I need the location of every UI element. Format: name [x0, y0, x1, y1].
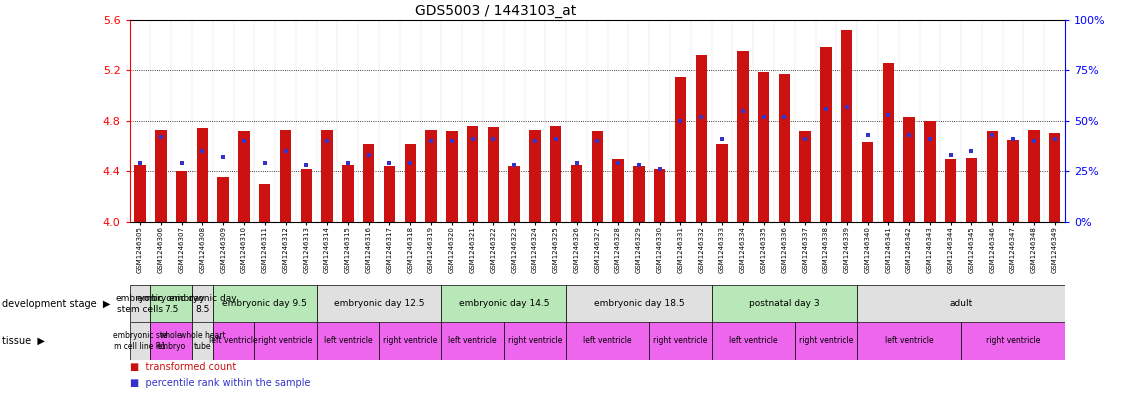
Bar — [259, 184, 270, 222]
Bar — [841, 30, 852, 222]
Bar — [130, 285, 150, 322]
Bar — [442, 285, 566, 322]
Text: postnatal day 3: postnatal day 3 — [749, 299, 819, 308]
Bar — [1028, 130, 1039, 222]
Bar — [150, 322, 192, 360]
Bar — [737, 51, 748, 222]
Bar — [904, 117, 915, 222]
Bar — [862, 142, 873, 222]
Bar — [196, 129, 208, 222]
Bar — [301, 169, 312, 222]
Bar — [425, 130, 437, 222]
Text: embryonic day
8.5: embryonic day 8.5 — [169, 294, 237, 314]
Bar — [944, 159, 957, 222]
Bar — [858, 322, 961, 360]
Bar — [176, 171, 187, 222]
Bar — [649, 322, 711, 360]
Bar — [779, 74, 790, 222]
Bar — [675, 77, 686, 222]
Bar — [711, 322, 795, 360]
Bar — [566, 285, 711, 322]
Text: ■  percentile rank within the sample: ■ percentile rank within the sample — [130, 378, 310, 388]
Text: left ventricle: left ventricle — [323, 336, 372, 345]
Bar — [504, 322, 566, 360]
Bar — [633, 166, 645, 222]
Text: GDS5003 / 1443103_at: GDS5003 / 1443103_at — [415, 4, 577, 18]
Bar — [1049, 134, 1061, 222]
Text: whole
embryo: whole embryo — [157, 331, 186, 351]
Bar — [799, 131, 811, 222]
Bar — [961, 322, 1065, 360]
Text: left ventricle: left ventricle — [449, 336, 497, 345]
Bar — [924, 121, 935, 222]
Text: embryonic day 12.5: embryonic day 12.5 — [334, 299, 424, 308]
Bar — [820, 48, 832, 222]
Text: left ventricle: left ventricle — [729, 336, 778, 345]
Text: whole heart
tube: whole heart tube — [179, 331, 225, 351]
Text: embryonic ste
m cell line R1: embryonic ste m cell line R1 — [113, 331, 167, 351]
Bar — [757, 72, 770, 222]
Bar — [218, 176, 229, 222]
Bar — [550, 126, 561, 222]
Bar — [654, 169, 665, 222]
Bar — [192, 285, 213, 322]
Bar — [858, 285, 1065, 322]
Text: right ventricle: right ventricle — [258, 336, 312, 345]
Bar — [467, 126, 478, 222]
Bar — [255, 322, 317, 360]
Text: right ventricle: right ventricle — [654, 336, 708, 345]
Text: embryonic day
7.5: embryonic day 7.5 — [137, 294, 205, 314]
Text: adult: adult — [949, 299, 973, 308]
Text: left ventricle: left ventricle — [584, 336, 632, 345]
Bar — [405, 143, 416, 222]
Bar — [317, 322, 379, 360]
Text: left ventricle: left ventricle — [885, 336, 933, 345]
Bar — [966, 158, 977, 222]
Bar — [695, 55, 707, 222]
Bar — [363, 143, 374, 222]
Bar — [612, 159, 624, 222]
Bar — [986, 131, 999, 222]
Bar — [321, 130, 332, 222]
Bar — [213, 285, 317, 322]
Bar — [317, 285, 442, 322]
Bar — [192, 322, 213, 360]
Bar — [882, 62, 894, 222]
Text: development stage  ▶: development stage ▶ — [2, 299, 110, 309]
Text: ■  transformed count: ■ transformed count — [130, 362, 236, 372]
Bar — [717, 143, 728, 222]
Bar — [508, 166, 520, 222]
Text: embryonic
stem cells: embryonic stem cells — [116, 294, 165, 314]
Bar — [1008, 140, 1019, 222]
Bar — [279, 130, 291, 222]
Bar — [530, 130, 541, 222]
Text: left ventricle: left ventricle — [210, 336, 258, 345]
Text: tissue  ▶: tissue ▶ — [2, 336, 45, 346]
Bar — [383, 166, 396, 222]
Bar — [711, 285, 858, 322]
Bar — [488, 127, 499, 222]
Text: right ventricle: right ventricle — [508, 336, 562, 345]
Bar — [213, 322, 255, 360]
Text: embryonic day 18.5: embryonic day 18.5 — [594, 299, 684, 308]
Bar — [442, 322, 504, 360]
Bar — [566, 322, 649, 360]
Bar — [795, 322, 858, 360]
Bar — [134, 165, 145, 222]
Bar — [446, 131, 458, 222]
Text: right ventricle: right ventricle — [986, 336, 1040, 345]
Text: embryonic day 9.5: embryonic day 9.5 — [222, 299, 308, 308]
Bar — [343, 165, 354, 222]
Bar — [156, 130, 167, 222]
Bar — [238, 131, 250, 222]
Text: right ventricle: right ventricle — [383, 336, 437, 345]
Text: right ventricle: right ventricle — [799, 336, 853, 345]
Bar — [130, 322, 150, 360]
Text: embryonic day 14.5: embryonic day 14.5 — [459, 299, 549, 308]
Bar — [570, 165, 583, 222]
Bar — [592, 131, 603, 222]
Bar — [150, 285, 192, 322]
Bar — [379, 322, 442, 360]
